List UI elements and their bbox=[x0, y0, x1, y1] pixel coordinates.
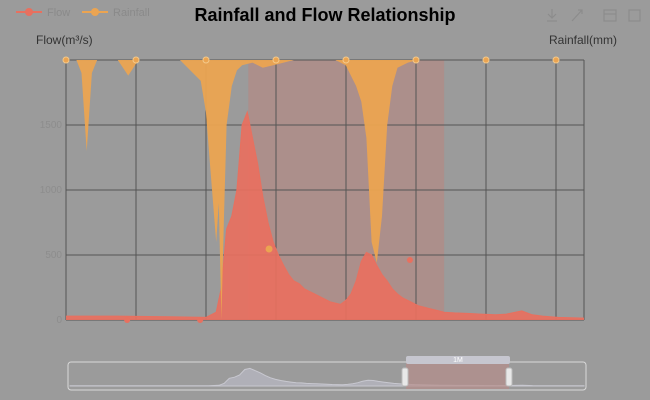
axis-ticks: 0 500 1000 1500 bbox=[40, 120, 63, 326]
rainfall-point[interactable] bbox=[132, 56, 140, 64]
rainfall-point[interactable] bbox=[265, 245, 273, 253]
y-left-tick-label: 0 bbox=[56, 315, 62, 326]
flow-point[interactable] bbox=[197, 317, 204, 323]
rainfall-point[interactable] bbox=[552, 56, 560, 64]
rainfall-point[interactable] bbox=[272, 56, 280, 64]
legend[interactable]: Flow Rainfall bbox=[16, 7, 150, 19]
y-left-tick-label: 1500 bbox=[40, 120, 63, 131]
save-image-icon[interactable] bbox=[547, 9, 557, 22]
data-zoom-left-handle[interactable] bbox=[401, 367, 409, 387]
legend-item-flow[interactable]: Flow bbox=[16, 7, 70, 19]
toolbox[interactable] bbox=[547, 9, 641, 22]
y-axis-right-label: Rainfall(mm) bbox=[549, 33, 617, 47]
chart-title: Rainfall and Flow Relationship bbox=[194, 5, 455, 25]
plot-area bbox=[62, 56, 585, 323]
data-zoom-track[interactable] bbox=[67, 361, 587, 391]
rainfall-point[interactable] bbox=[482, 56, 490, 64]
rainfall-point[interactable] bbox=[412, 56, 420, 64]
flow-point[interactable] bbox=[406, 257, 413, 263]
data-zoom-right-handle[interactable] bbox=[505, 367, 513, 387]
legend-label-flow: Flow bbox=[47, 7, 70, 19]
flow-point[interactable] bbox=[124, 317, 131, 323]
zoom-icon[interactable] bbox=[571, 9, 583, 22]
rainfall-point[interactable] bbox=[62, 56, 70, 64]
restore-icon[interactable] bbox=[603, 9, 617, 22]
y-left-tick-label: 1000 bbox=[40, 185, 63, 196]
flow-legend-marker bbox=[25, 8, 33, 16]
data-zoom-label: 1M bbox=[453, 357, 463, 364]
data-view-icon[interactable] bbox=[628, 9, 641, 22]
y-axis-left-label: Flow(m³/s) bbox=[36, 33, 93, 47]
data-zoom-handle-bar[interactable] bbox=[406, 356, 510, 364]
rainfall-point[interactable] bbox=[342, 56, 350, 64]
rainfall-legend-marker bbox=[91, 8, 99, 16]
legend-label-rainfall: Rainfall bbox=[113, 7, 150, 19]
y-left-tick-label: 500 bbox=[45, 250, 62, 261]
data-zoom-slider[interactable]: 1M bbox=[67, 356, 587, 391]
flow-line bbox=[66, 110, 585, 319]
rainfall-point[interactable] bbox=[202, 56, 210, 64]
legend-item-rainfall[interactable]: Rainfall bbox=[82, 7, 150, 19]
data-zoom-selection[interactable] bbox=[406, 363, 509, 389]
